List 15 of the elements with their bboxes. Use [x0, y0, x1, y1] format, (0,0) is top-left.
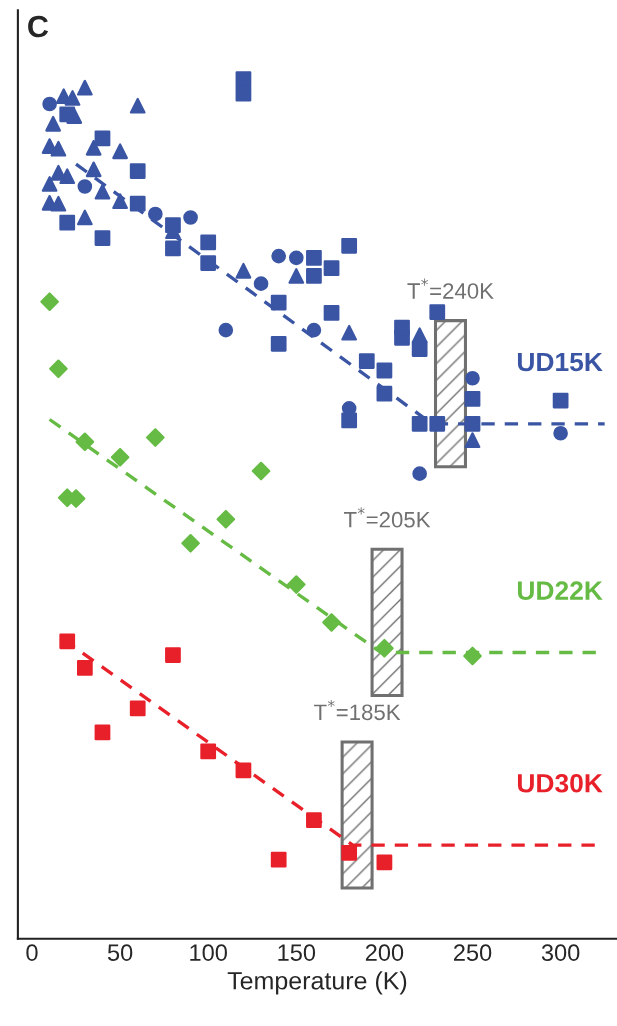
series-label: UD30K: [517, 773, 603, 793]
band-label: T$^{*}$=205K: [343, 507, 431, 528]
text: C: [28, 15, 49, 38]
series-label: UD22K: [517, 581, 603, 600]
x-axis-title: Temperature (K): [227, 971, 407, 995]
band-label: T$^{*}$=240K: [407, 278, 494, 299]
x-tick-label: 200: [365, 944, 404, 961]
band-label: T$^{*}$=185K: [314, 699, 401, 721]
x-tick-label: 150: [278, 944, 316, 961]
x-tick-label: 250: [454, 944, 492, 961]
x-tick-label: 300: [541, 944, 580, 961]
x-tick-label: 0: [26, 944, 38, 961]
series-label: UD15K: [517, 352, 603, 372]
x-tick-label: 50: [107, 944, 133, 961]
x-tick-label: 100: [190, 944, 227, 961]
